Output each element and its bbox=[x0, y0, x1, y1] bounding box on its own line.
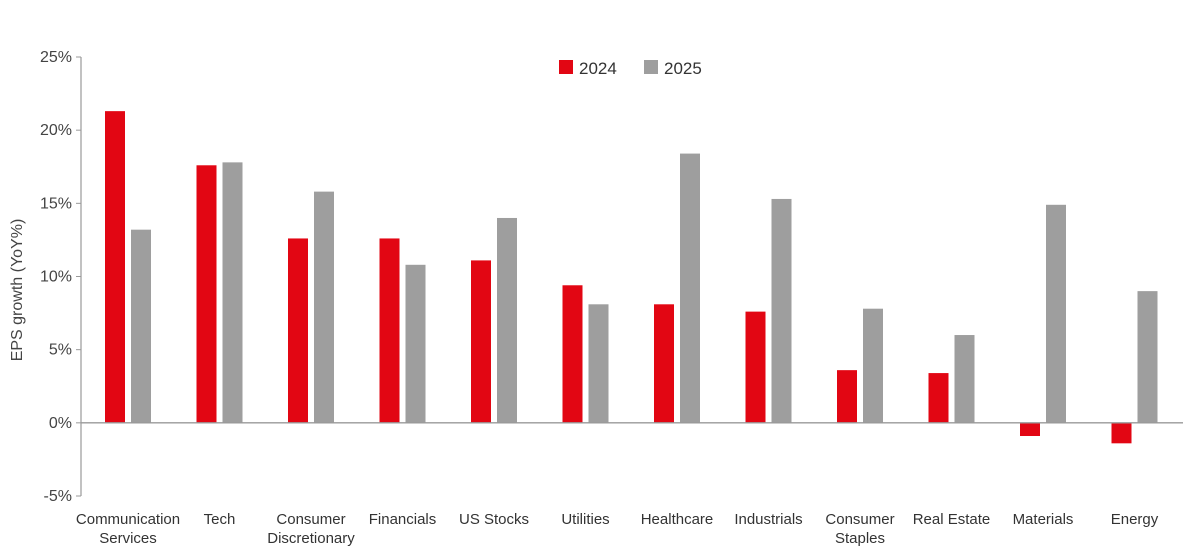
bar-2025 bbox=[680, 153, 700, 423]
x-tick-label: Real Estate bbox=[913, 511, 991, 528]
bar-2025 bbox=[222, 162, 243, 423]
category-labels: Communication Services Tech Consumer Discret… bbox=[76, 511, 1159, 547]
x-tick-label: Financials bbox=[369, 511, 437, 528]
bar-2024 bbox=[1020, 422, 1040, 437]
y-tick-label: 10% bbox=[40, 269, 72, 286]
y-tick-label: 25% bbox=[40, 49, 72, 66]
legend-label-2024: 2024 bbox=[579, 59, 617, 78]
bar-2025 bbox=[1046, 204, 1066, 423]
bar-2024 bbox=[928, 373, 949, 423]
y-axis: -5% 0% 5% 10% 15% 20% 25% bbox=[40, 49, 82, 505]
legend-label-2025: 2025 bbox=[664, 59, 702, 78]
bar-2024 bbox=[196, 165, 217, 423]
bar-2025 bbox=[497, 217, 517, 423]
y-tick-label: 0% bbox=[49, 415, 72, 432]
y-tick-label: 5% bbox=[49, 342, 72, 359]
x-tick-label: Utilities bbox=[561, 511, 609, 528]
y-tick-label: -5% bbox=[44, 488, 72, 505]
x-tick-label: Discretionary bbox=[267, 530, 355, 547]
bar-2024 bbox=[105, 111, 125, 423]
bar-2025 bbox=[954, 335, 975, 423]
x-tick-label: Consumer bbox=[276, 511, 345, 528]
bar-2025 bbox=[1137, 291, 1158, 423]
x-tick-label: Consumer bbox=[825, 511, 894, 528]
bar-2024 bbox=[379, 238, 400, 423]
x-tick-label: Industrials bbox=[734, 511, 802, 528]
x-tick-label: US Stocks bbox=[459, 511, 529, 528]
x-tick-label: Materials bbox=[1013, 511, 1074, 528]
legend-swatch-2024 bbox=[559, 60, 573, 74]
y-tick-label: 20% bbox=[40, 122, 72, 139]
bar-2024 bbox=[1111, 422, 1132, 444]
x-tick-label: Healthcare bbox=[641, 511, 714, 528]
x-tick-label: Staples bbox=[835, 530, 885, 547]
legend-swatch-2025 bbox=[644, 60, 658, 74]
bars bbox=[105, 111, 1158, 444]
bar-2025 bbox=[771, 198, 792, 423]
y-tick-label: 15% bbox=[40, 195, 72, 212]
bar-2025 bbox=[131, 229, 151, 423]
x-tick-label: Communication bbox=[76, 511, 180, 528]
bar-2024 bbox=[837, 370, 857, 423]
x-tick-label: Tech bbox=[204, 511, 236, 528]
y-axis-title: EPS growth (YoY%) bbox=[9, 219, 26, 362]
bar-2025 bbox=[588, 304, 609, 423]
bar-2024 bbox=[745, 311, 766, 423]
legend: 2024 2025 bbox=[559, 59, 702, 78]
bar-2024 bbox=[562, 285, 583, 423]
bar-2024 bbox=[654, 304, 674, 423]
bar-2024 bbox=[471, 260, 491, 423]
x-tick-label: Services bbox=[99, 530, 157, 547]
bar-2024 bbox=[288, 238, 308, 423]
bar-2025 bbox=[863, 308, 883, 423]
bar-2025 bbox=[314, 191, 334, 423]
x-tick-label: Energy bbox=[1111, 511, 1159, 528]
bar-2025 bbox=[405, 264, 426, 423]
